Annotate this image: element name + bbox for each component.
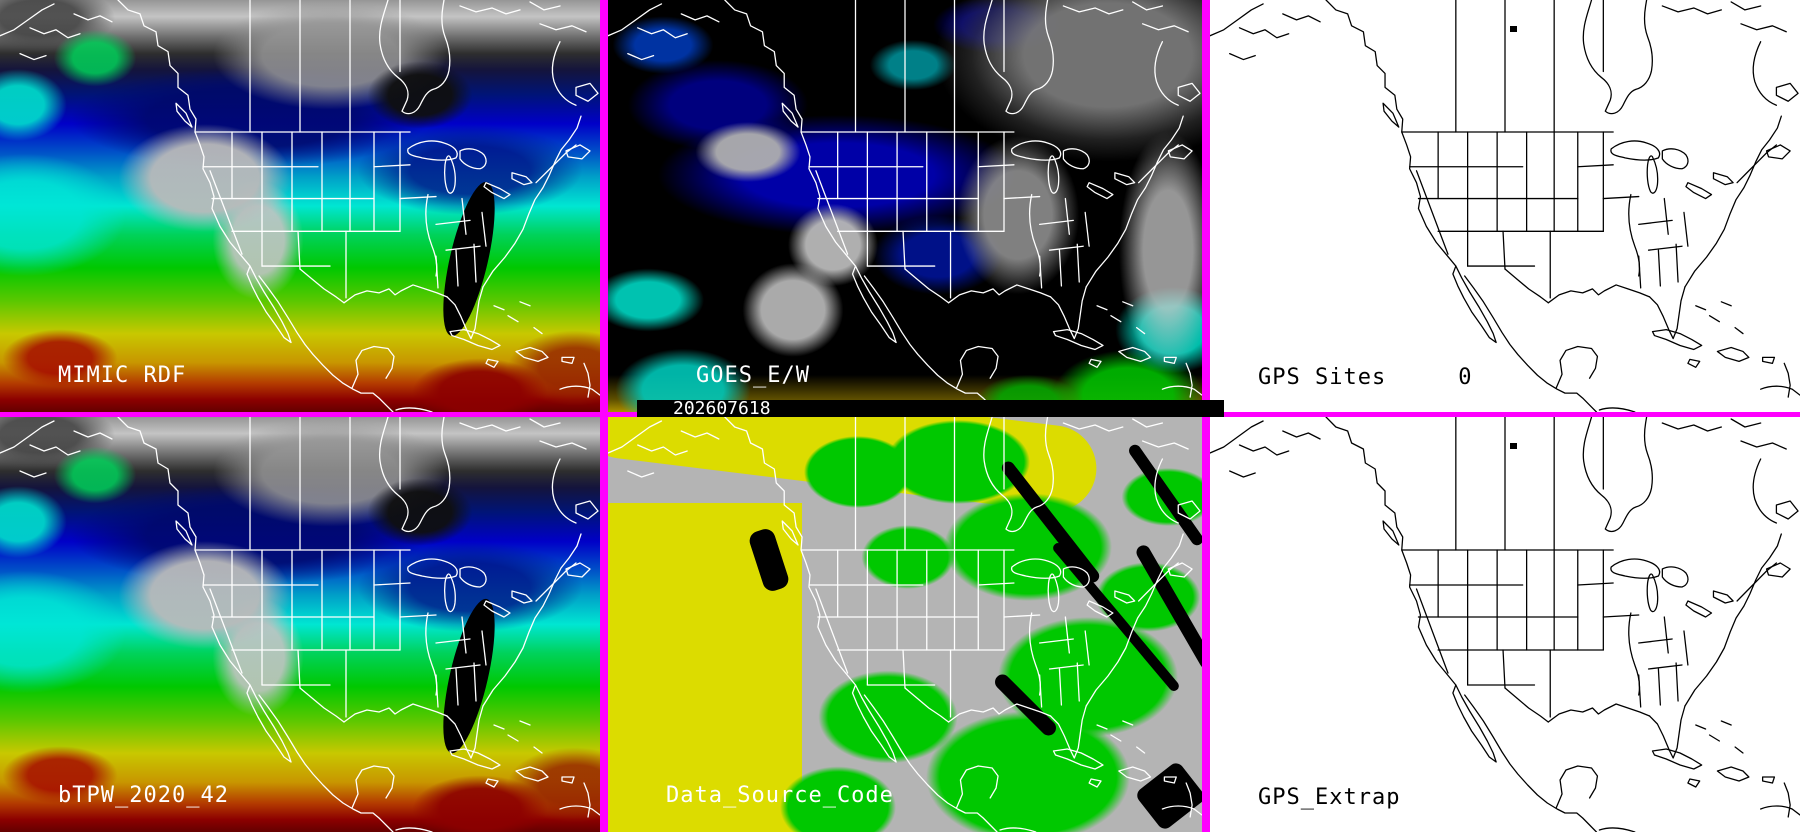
panel-label-btpw: bTPW_2020_42 bbox=[58, 783, 229, 808]
map-mark bbox=[1510, 443, 1517, 449]
map-outline bbox=[1210, 0, 1800, 412]
panel-label-gps-sites: GPS Sites 0 bbox=[1258, 365, 1472, 390]
map-mark bbox=[1510, 26, 1517, 32]
panel-mimic-rdf: MIMIC RDF bbox=[0, 0, 600, 412]
panel-label-data-source: Data_Source_Code bbox=[666, 783, 894, 808]
timestamp-bar: 202607618 bbox=[637, 398, 1224, 419]
panel-btpw: bTPW_2020_42 bbox=[0, 417, 600, 832]
panel-gps-sites: GPS Sites 0 bbox=[1210, 0, 1800, 412]
map-outline bbox=[1210, 417, 1800, 832]
panel-goes-ew: GOES_E/W bbox=[608, 0, 1202, 412]
panel-data-source-code: Data_Source_Code bbox=[608, 417, 1202, 832]
map-outline bbox=[608, 0, 1202, 412]
map-outline bbox=[0, 417, 600, 832]
timestamp-text: 202607618 bbox=[673, 398, 771, 419]
gps-sites-count: 0 bbox=[1458, 365, 1473, 390]
panel-label-goes: GOES_E/W bbox=[696, 363, 810, 388]
gps-sites-label: GPS Sites bbox=[1258, 365, 1387, 390]
panel-label-mimic: MIMIC RDF bbox=[58, 363, 187, 388]
map-outline bbox=[608, 417, 1202, 832]
map-outline bbox=[0, 0, 600, 412]
panel-label-gps-extrap: GPS_Extrap bbox=[1258, 785, 1401, 810]
panel-gps-extrap: GPS_Extrap bbox=[1210, 417, 1800, 832]
